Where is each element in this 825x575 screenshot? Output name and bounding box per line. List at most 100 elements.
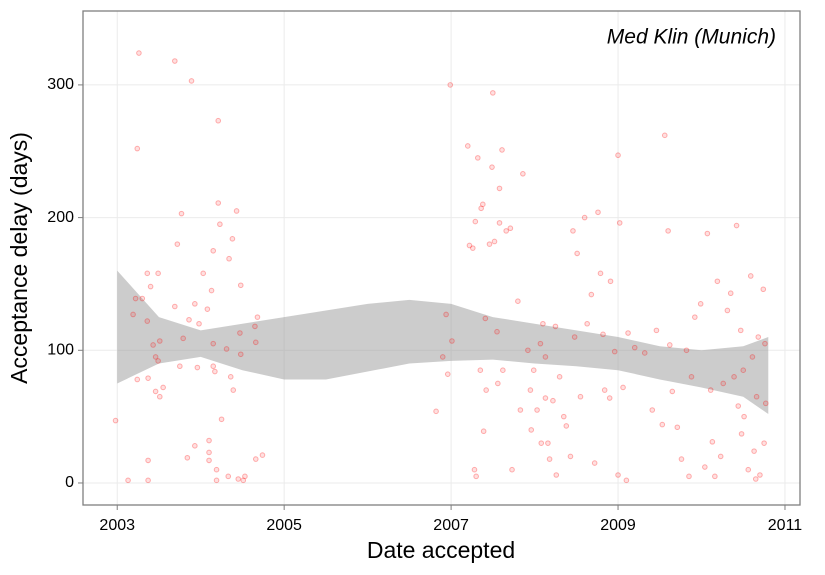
point [212, 368, 218, 375]
point [206, 437, 212, 444]
point [503, 228, 509, 234]
point [517, 407, 524, 413]
point [200, 270, 206, 277]
marks [112, 50, 769, 484]
point [486, 241, 493, 247]
point [749, 354, 756, 360]
point [697, 301, 704, 307]
point [233, 208, 240, 214]
point [757, 472, 763, 478]
point [208, 287, 215, 294]
point [623, 477, 630, 484]
point [144, 318, 151, 324]
point [762, 340, 768, 347]
point [499, 147, 505, 153]
point [740, 367, 747, 373]
point [714, 278, 721, 285]
point [530, 367, 537, 373]
point [509, 466, 515, 473]
point [653, 327, 660, 334]
point [631, 344, 638, 351]
point [130, 311, 136, 318]
point [550, 397, 556, 404]
point [155, 270, 161, 277]
point [229, 236, 236, 242]
x-tick-label: 2011 [768, 517, 803, 534]
point [755, 334, 762, 340]
point [227, 374, 234, 380]
point [160, 384, 166, 391]
point [188, 78, 195, 84]
point [152, 354, 159, 360]
point [147, 283, 154, 290]
point [507, 225, 514, 232]
point [724, 307, 731, 314]
point [480, 428, 487, 435]
point [707, 387, 714, 393]
point [259, 452, 266, 458]
point [702, 464, 708, 470]
point [577, 393, 584, 400]
point [144, 270, 151, 277]
point [540, 320, 546, 327]
point [717, 453, 724, 460]
point [480, 201, 486, 208]
point [567, 453, 574, 460]
point [683, 347, 690, 354]
point [584, 320, 590, 327]
point [145, 375, 151, 381]
y-tick-label: 100 [47, 342, 74, 359]
point [720, 380, 727, 387]
point [659, 421, 666, 428]
point [213, 466, 220, 473]
point [132, 295, 139, 302]
point [496, 220, 503, 226]
point [611, 348, 618, 355]
point [752, 476, 759, 482]
point [574, 250, 580, 257]
y-tick-label: 0 [65, 474, 74, 491]
point [495, 380, 501, 387]
point [606, 395, 613, 401]
point [192, 301, 198, 307]
point [542, 395, 549, 401]
point [177, 363, 183, 370]
point [134, 145, 141, 152]
point [597, 270, 604, 277]
point [237, 330, 243, 336]
point [483, 387, 489, 393]
point [491, 238, 498, 245]
point [760, 286, 767, 293]
point [215, 117, 222, 124]
point [254, 314, 261, 320]
point [226, 255, 232, 262]
point [473, 473, 479, 480]
point [588, 291, 595, 298]
point [210, 340, 217, 347]
point [520, 171, 526, 177]
point [210, 363, 217, 370]
point [761, 440, 767, 446]
point [174, 241, 181, 247]
point [230, 387, 237, 393]
point [482, 315, 489, 322]
point [206, 449, 212, 456]
point [688, 374, 695, 380]
point [252, 456, 259, 462]
point [692, 314, 698, 320]
point [215, 200, 222, 206]
y-tick-label: 200 [47, 209, 74, 226]
point [571, 334, 578, 340]
point [145, 457, 151, 464]
point [641, 350, 648, 356]
point [737, 327, 744, 334]
point [620, 384, 626, 391]
point [252, 339, 259, 346]
point [731, 374, 737, 380]
point [704, 230, 711, 237]
point [615, 152, 621, 159]
confidence-band [117, 270, 769, 414]
point [155, 358, 161, 364]
